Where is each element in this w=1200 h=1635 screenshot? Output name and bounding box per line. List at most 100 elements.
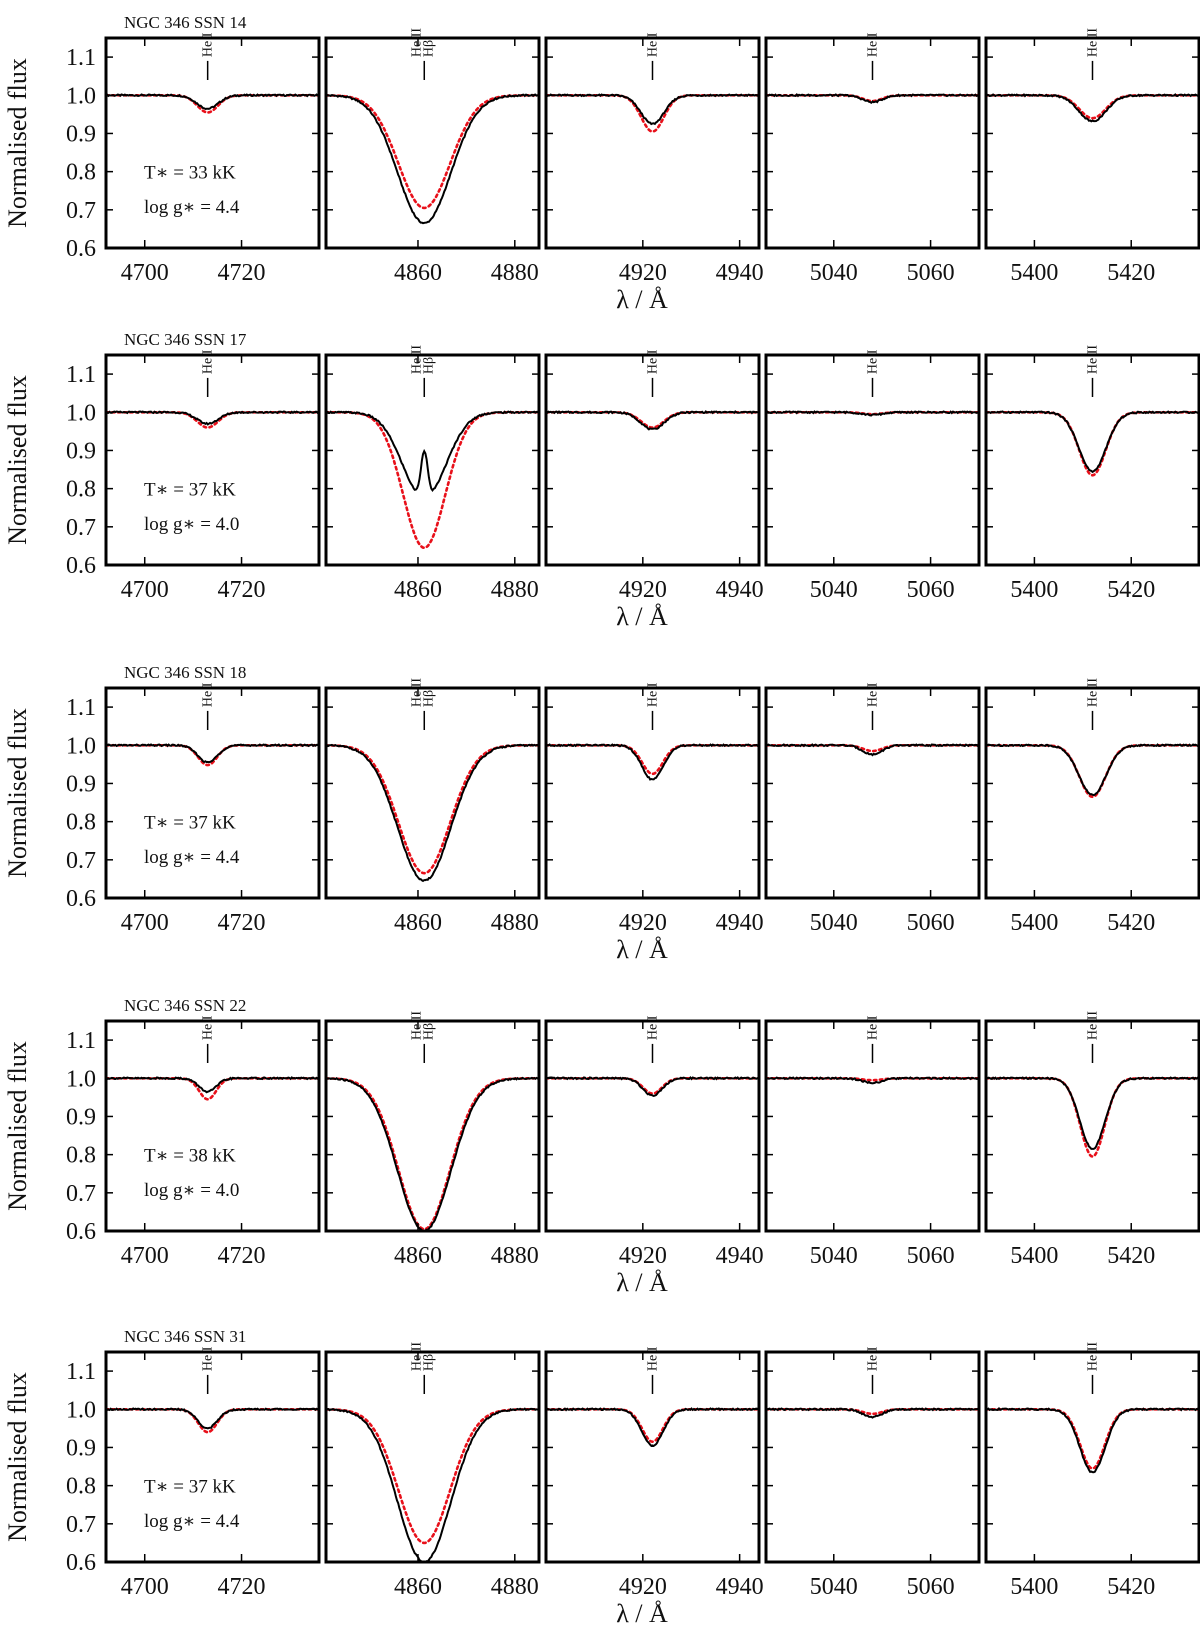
panel-frame (984, 353, 1200, 567)
y-tick-label: 0.7 (66, 198, 96, 224)
y-tick-label: 0.6 (66, 236, 96, 262)
observed-spectrum-line (326, 1407, 539, 1562)
panel-frame (324, 1350, 541, 1564)
line-id-label: He I (201, 682, 216, 707)
x-tick-label: 4880 (491, 260, 539, 286)
y-tick-label: 0.6 (66, 886, 96, 912)
y-tick-label: 0.7 (66, 515, 96, 541)
model-spectrum-line (326, 411, 539, 550)
y-axis-label: Normalised flux (3, 58, 32, 228)
observed-spectrum-line (546, 1076, 759, 1097)
panel-frame (324, 686, 541, 900)
model-spectrum-line (986, 744, 1199, 799)
line-id-label: He I (201, 1346, 216, 1371)
model-spectrum-line (106, 94, 319, 114)
line-id-label: He II (409, 1011, 424, 1040)
panel-frame (324, 1019, 541, 1233)
x-axis-label: λ / Å (616, 935, 668, 964)
x-tick-label: 4880 (491, 1243, 539, 1269)
star-title: NGC 346 SSN 14 (124, 13, 247, 32)
x-tick-label: 4700 (121, 577, 169, 603)
teff-annotation: T∗ = 37 kK (144, 813, 236, 834)
x-tick-label: 5400 (1010, 260, 1058, 286)
x-tick-label: 5040 (810, 1243, 858, 1269)
x-tick-label: 4940 (716, 1243, 764, 1269)
y-tick-label: 1.0 (66, 1397, 96, 1423)
x-tick-label: 5060 (907, 910, 955, 936)
x-tick-label: 5060 (907, 260, 955, 286)
observed-spectrum-line (106, 1076, 319, 1094)
line-id-label: He I (201, 349, 216, 374)
x-tick-label: 4720 (218, 910, 266, 936)
x-tick-label: 5040 (810, 1574, 858, 1600)
x-tick-label: 4700 (121, 1243, 169, 1269)
x-tick-label: 5400 (1010, 1243, 1058, 1269)
line-id-label: He II (1086, 28, 1101, 57)
model-spectrum-line (986, 411, 1199, 477)
x-tick-label: 4940 (716, 260, 764, 286)
y-tick-label: 1.1 (66, 695, 96, 721)
model-spectrum-line (546, 1408, 759, 1444)
x-tick-label: 4940 (716, 910, 764, 936)
model-spectrum-line (546, 94, 759, 133)
x-tick-label: 4860 (394, 1574, 442, 1600)
observed-spectrum-line (326, 410, 539, 492)
line-id-label: He II (1086, 1011, 1101, 1040)
y-tick-label: 0.9 (66, 438, 96, 464)
teff-annotation: T∗ = 33 kK (144, 163, 236, 184)
x-tick-label: 4720 (218, 1574, 266, 1600)
y-tick-label: 0.7 (66, 1512, 96, 1538)
x-tick-label: 4700 (121, 910, 169, 936)
x-axis-label: λ / Å (616, 285, 668, 314)
panel-frame (104, 353, 321, 567)
x-tick-label: 5400 (1010, 1574, 1058, 1600)
panel-frame (104, 686, 321, 900)
line-id-label: He II (409, 1342, 424, 1371)
line-id-label: He I (646, 349, 661, 374)
y-axis-label: Normalised flux (3, 375, 32, 545)
observed-spectrum-line (986, 1076, 1199, 1150)
line-id-label: Hβ (421, 690, 436, 707)
x-tick-label: 4720 (218, 577, 266, 603)
observed-spectrum-line (326, 743, 539, 883)
x-tick-label: 4720 (218, 260, 266, 286)
line-id-label: He I (866, 349, 881, 374)
logg-annotation: log g∗ = 4.4 (144, 847, 240, 868)
panel-frame (764, 1019, 981, 1233)
logg-annotation: log g∗ = 4.4 (144, 1511, 240, 1532)
logg-annotation: log g∗ = 4.0 (144, 514, 239, 535)
x-tick-label: 5040 (810, 260, 858, 286)
line-id-label: He I (866, 1015, 881, 1040)
line-id-label: He II (409, 345, 424, 374)
model-spectrum-line (546, 1077, 759, 1095)
x-tick-label: 5040 (810, 910, 858, 936)
star-title: NGC 346 SSN 17 (124, 330, 247, 349)
panel-frame (104, 36, 321, 250)
panel-frame (764, 353, 981, 567)
model-spectrum-line (326, 1408, 539, 1545)
y-tick-label: 0.8 (66, 477, 96, 503)
line-id-label: He I (646, 1015, 661, 1040)
logg-annotation: log g∗ = 4.0 (144, 1180, 239, 1201)
panel-frame (544, 1350, 761, 1564)
model-spectrum-line (326, 744, 539, 875)
panel-frame (104, 1350, 321, 1564)
y-tick-label: 0.8 (66, 160, 96, 186)
x-tick-label: 5060 (907, 1574, 955, 1600)
teff-annotation: T∗ = 38 kK (144, 1146, 236, 1167)
line-id-label: He I (646, 682, 661, 707)
observed-spectrum-line (766, 92, 979, 104)
observed-spectrum-line (766, 1407, 979, 1419)
model-spectrum-line (986, 94, 1199, 120)
observed-spectrum-line (986, 743, 1199, 797)
observed-spectrum-line (766, 743, 979, 757)
x-tick-label: 4920 (619, 910, 667, 936)
y-tick-label: 1.0 (66, 733, 96, 759)
line-id-label: Hβ (421, 1354, 436, 1371)
x-tick-label: 4860 (394, 1243, 442, 1269)
x-tick-label: 5400 (1010, 577, 1058, 603)
panel-frame (544, 686, 761, 900)
observed-spectrum-line (546, 743, 759, 781)
line-id-label: He I (646, 32, 661, 57)
y-tick-label: 0.6 (66, 553, 96, 579)
